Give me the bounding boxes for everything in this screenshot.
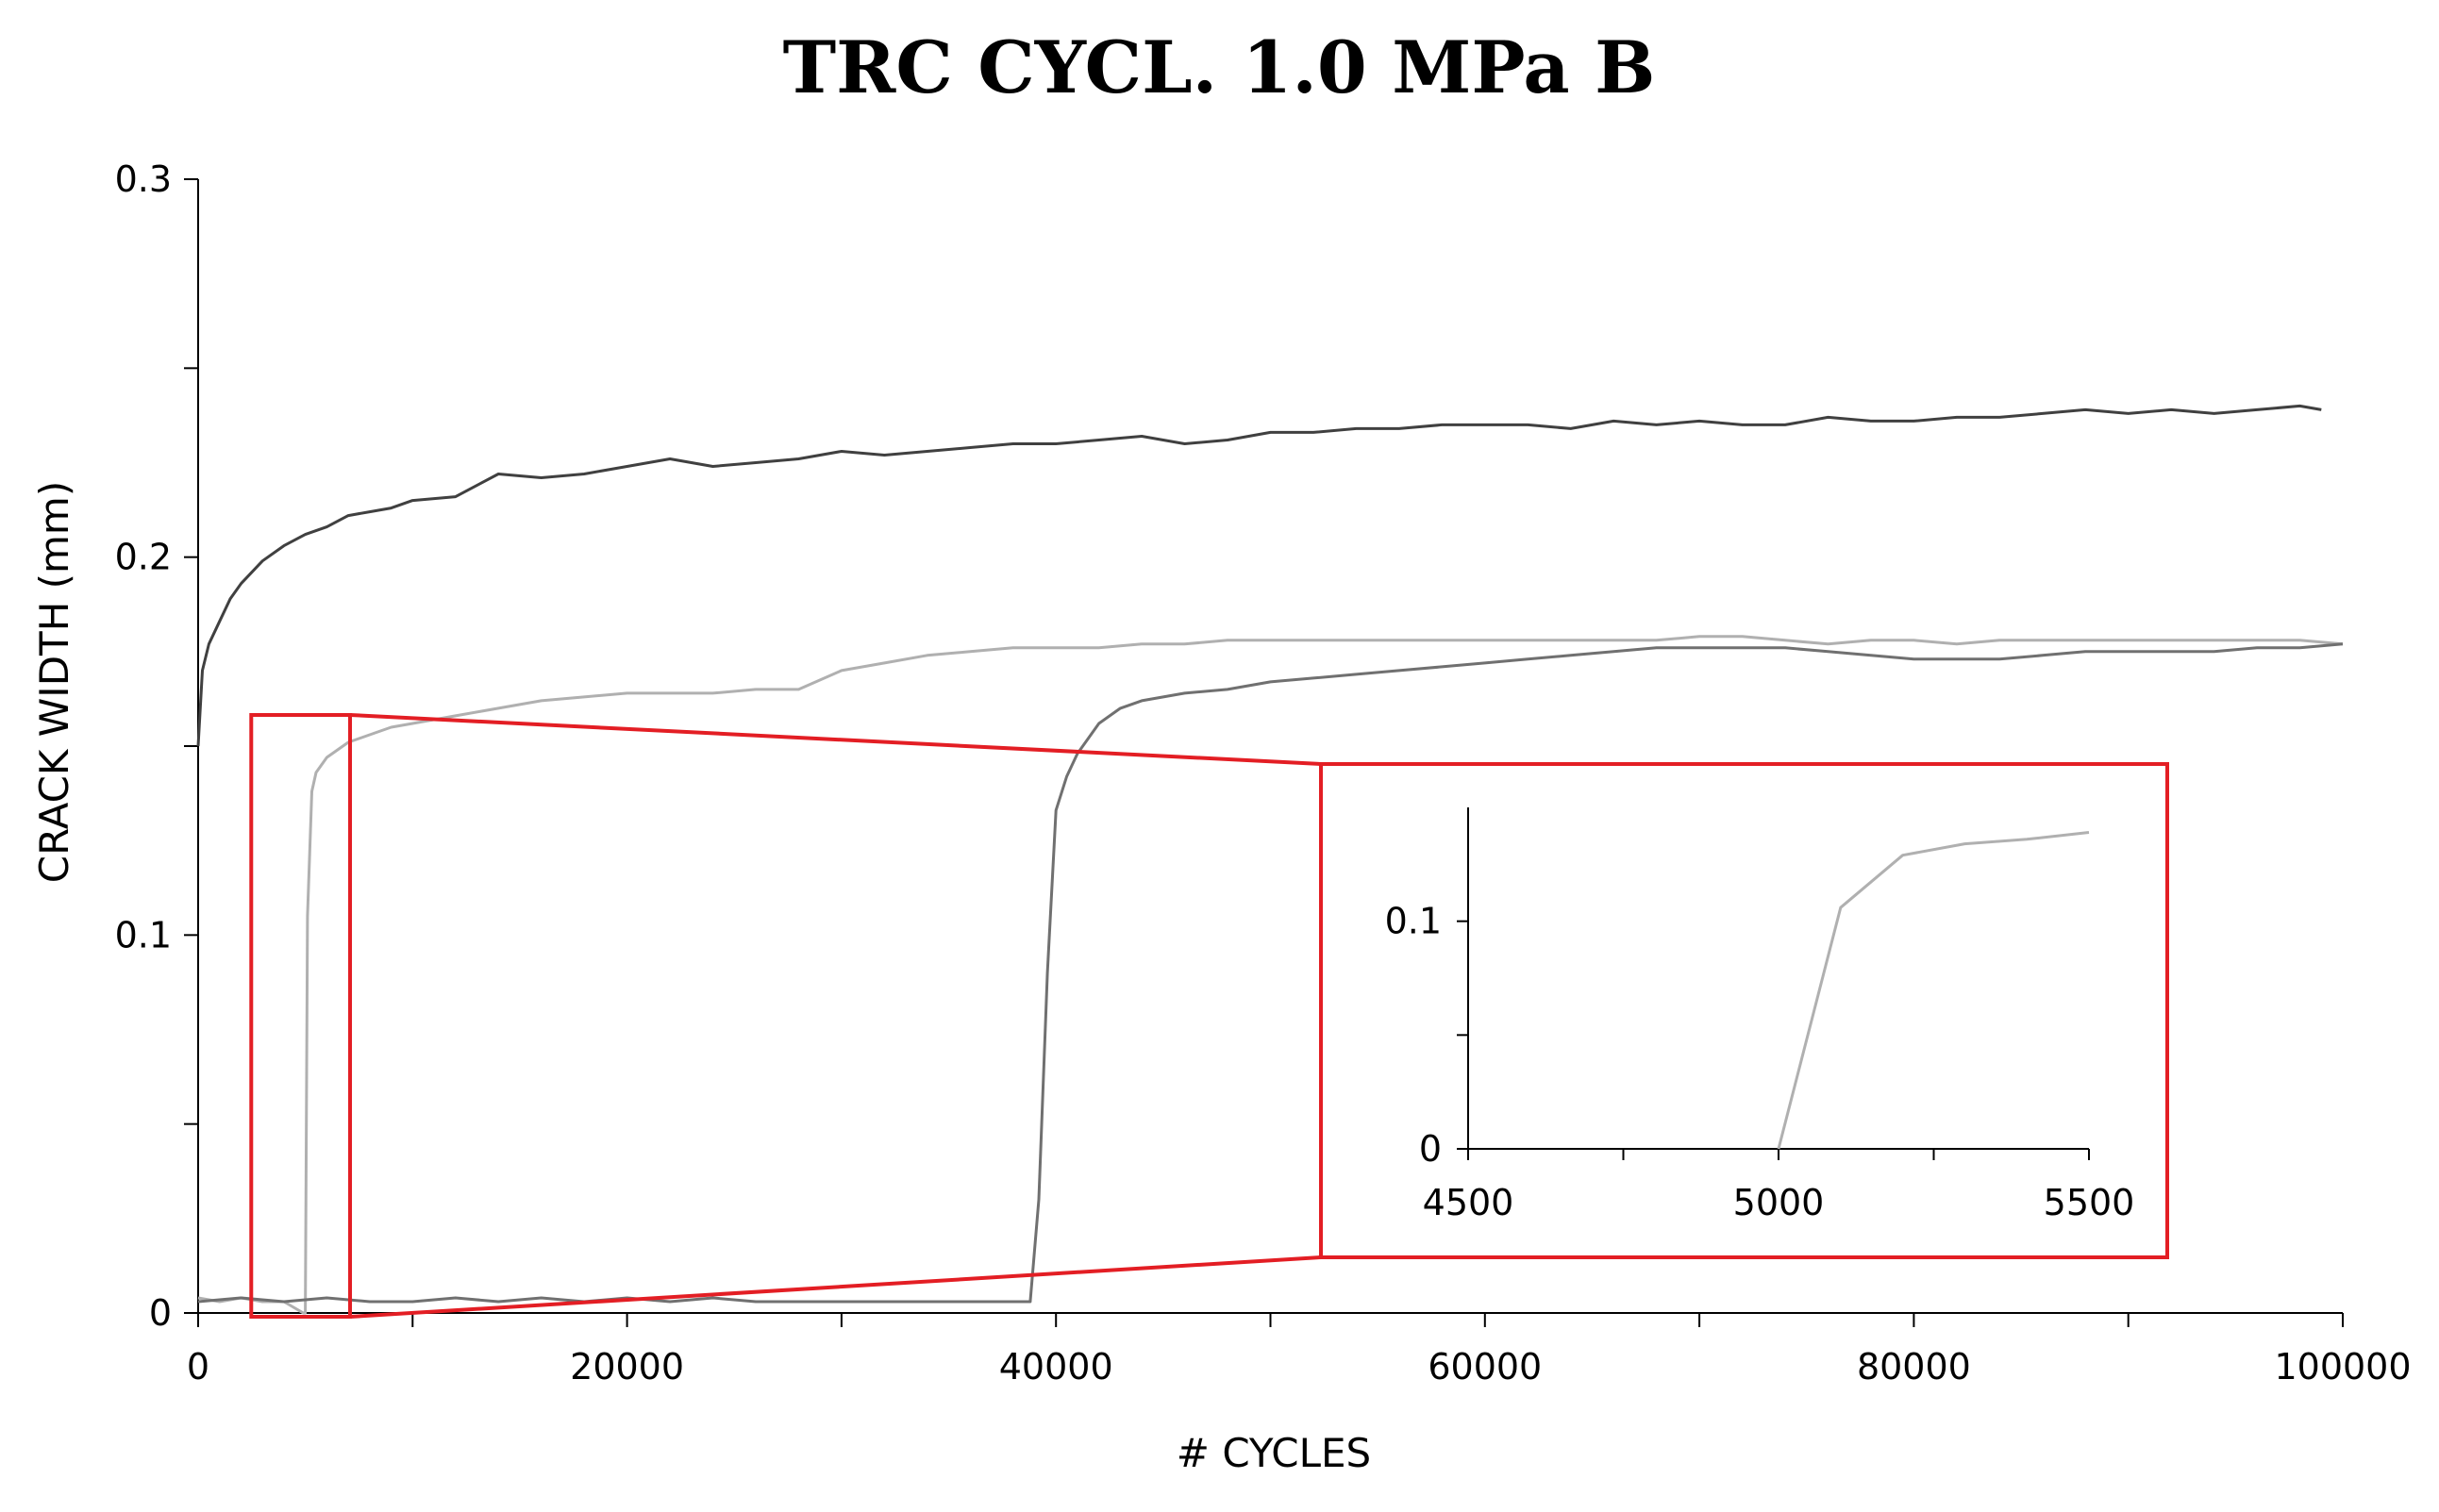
y-tick-label: 0.3 xyxy=(115,158,172,200)
main-axes: 0 0.1 0.2 0.3 0 20000 40000 60000 80000 100000 xyxy=(115,158,2412,1387)
zoom-highlight xyxy=(249,713,1322,1319)
y-axis-label: CRACK WIDTH (mm) xyxy=(31,481,77,883)
inset-x-tick-label: 5000 xyxy=(1733,1182,1825,1223)
y-tick-label: 0.2 xyxy=(115,537,172,578)
inset-x-tick-label: 4500 xyxy=(1423,1182,1514,1223)
y-tick-label: 0.1 xyxy=(115,914,172,955)
x-tick-label: 0 xyxy=(187,1346,209,1387)
x-tick-label: 40000 xyxy=(999,1346,1113,1387)
inset-chart: 0 0.1 4500 5000 5500 xyxy=(1319,762,2169,1259)
y-tick-label: 0 xyxy=(149,1292,172,1334)
inset-y-tick-label: 0 xyxy=(1419,1128,1442,1170)
x-tick-label: 80000 xyxy=(1857,1346,1971,1387)
zoom-source-box xyxy=(249,713,353,1319)
zoom-connector-bottom xyxy=(349,1255,1322,1319)
x-tick-label: 100000 xyxy=(2274,1346,2411,1387)
x-axis-label: # CYCLES xyxy=(1177,1430,1371,1476)
series-light-inset-line xyxy=(1777,831,2090,1150)
inset-x-tick-label: 5500 xyxy=(2044,1182,2135,1223)
inset-y-tick-label: 0.1 xyxy=(1385,901,1442,942)
x-tick-label: 20000 xyxy=(570,1346,684,1387)
x-tick-label: 60000 xyxy=(1428,1346,1542,1387)
series-dark-line xyxy=(196,404,2322,747)
chart-title: TRC CYCL. 1.0 MPa B xyxy=(783,25,1656,109)
inset-frame xyxy=(1319,762,2169,1259)
zoom-connector-top xyxy=(349,713,1322,766)
series-light-line xyxy=(197,635,2344,1315)
